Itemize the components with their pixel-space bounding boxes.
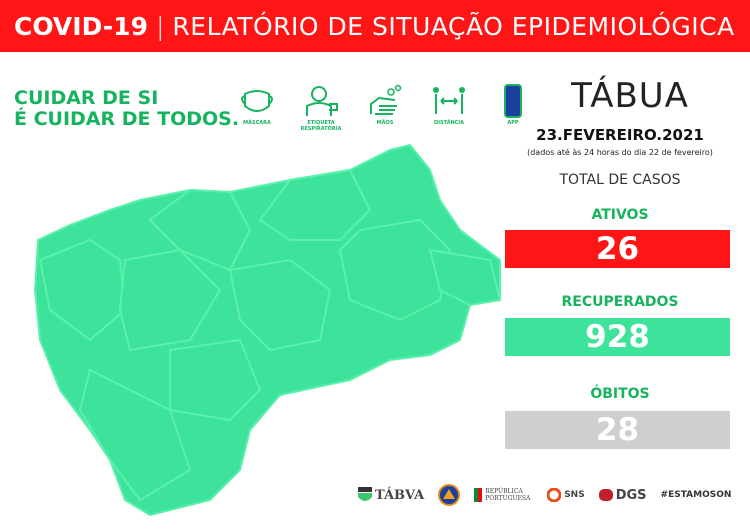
map-region — [228, 258, 332, 352]
recovered-label: RECUPERADOS — [561, 294, 679, 310]
estamoson-logo: #ESTAMOSON — [660, 490, 732, 500]
divider: | — [155, 11, 165, 41]
active-label: ATIVOS — [591, 207, 649, 223]
total-cases-label: TOTAL DE CASOS — [559, 172, 681, 188]
municipality-name: TÁBUA — [571, 76, 689, 116]
dgs-logo: DGS — [598, 488, 647, 503]
data-note: (dados até às 24 horas do dia 22 de feve… — [527, 148, 713, 157]
map-region — [258, 168, 372, 241]
prevention-icons: MÁSCARA ETIQUETA RESPIRATÓRIA MÃOS DISTÂ… — [232, 84, 538, 132]
slogan-line-2: É CUIDAR DE TODOS. — [14, 108, 240, 130]
map-region — [338, 218, 452, 322]
map-region — [428, 248, 502, 307]
tabua-logo: TÁBVA — [358, 487, 424, 503]
civil-protection-logo — [438, 484, 461, 506]
mask-icon: MÁSCARA — [232, 84, 282, 132]
republica-portuguesa-logo: REPÚBLICA PORTUGUESA — [474, 488, 533, 502]
map-region — [38, 238, 127, 342]
distance-icon: DISTÂNCIA — [424, 84, 474, 132]
deaths-label: ÓBITOS — [590, 386, 650, 402]
sns-logo: SNS — [547, 488, 585, 502]
hands-icon: MÃOS — [360, 84, 410, 132]
header-subtitle: RELATÓRIO DE SITUAÇÃO EPIDEMIOLÓGICA — [172, 11, 735, 41]
report-date: 23.FEVEREIRO.2021 — [536, 126, 704, 144]
deaths-value: 28 — [505, 411, 730, 449]
map-region — [169, 338, 262, 422]
municipality-map — [33, 143, 502, 517]
respiratory-etiquette-icon: ETIQUETA RESPIRATÓRIA — [296, 84, 346, 132]
slogan-line-1: CUIDAR DE SI — [14, 87, 159, 109]
header-title: COVID-19 — [14, 11, 148, 41]
recovered-value: 928 — [505, 318, 730, 356]
header-banner: COVID-19 | RELATÓRIO DE SITUAÇÃO EPIDEMIOL… — [0, 0, 750, 52]
phone-app-icon: APP — [488, 84, 538, 132]
map-region — [78, 368, 192, 502]
active-value: 26 — [505, 230, 730, 268]
slogan: CUIDAR DE SI É CUIDAR DE TODOS. — [14, 88, 239, 130]
partner-logos: TÁBVA REPÚBLICA PORTUGUESA SNS DGS #ESTA… — [358, 484, 731, 506]
